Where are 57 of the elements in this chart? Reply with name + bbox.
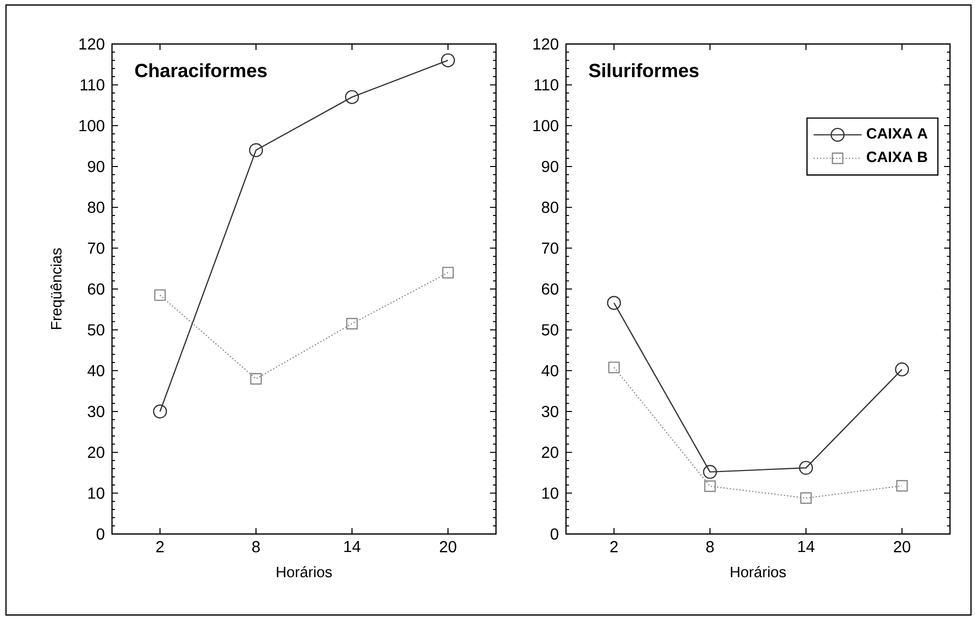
- y-tick-label: 50: [88, 324, 104, 336]
- x-tick-label: 20: [440, 541, 456, 552]
- y-tick-label: 90: [88, 160, 104, 172]
- legend-label: CAIXA B: [866, 152, 928, 162]
- point: [249, 143, 264, 158]
- y-tick-label: 0: [550, 528, 558, 540]
- point: [345, 90, 360, 104]
- x-tick-label: 2: [156, 541, 164, 552]
- y-tick-label: 100: [533, 120, 558, 132]
- y-tick-label: 70: [88, 242, 104, 254]
- point: [441, 53, 455, 68]
- point: [153, 404, 168, 418]
- y-tick-label: 110: [80, 79, 104, 90]
- y-tick-label: 40: [542, 364, 558, 376]
- y-tick-label: 10: [88, 487, 104, 499]
- point: [608, 362, 620, 374]
- point: [896, 480, 908, 492]
- text: Characiformes: [135, 63, 267, 78]
- point: [800, 492, 812, 504]
- x-axis-title: Horários: [730, 566, 786, 578]
- y-tick-label: 120: [79, 38, 104, 50]
- x-tick-label: 2: [610, 541, 618, 552]
- y-tick-label: 70: [542, 242, 558, 254]
- y-tick-label: 60: [88, 283, 104, 295]
- point: [346, 318, 358, 330]
- x-axis-title: Horários: [276, 566, 332, 578]
- x-tick-label: 20: [894, 541, 910, 552]
- y-tick-label: 80: [88, 202, 104, 213]
- point: [442, 266, 454, 278]
- point: [798, 460, 813, 475]
- y-tick-label: 60: [542, 283, 558, 295]
- point: [154, 289, 166, 301]
- y-tick-label: 80: [542, 202, 558, 213]
- y-tick-label: 110: [534, 79, 558, 90]
- y-tick-label: 20: [542, 446, 558, 458]
- y-tick-label: 10: [542, 487, 558, 499]
- point: [250, 373, 262, 385]
- point: [894, 362, 909, 376]
- point: [704, 480, 716, 492]
- x-tick-label: 14: [798, 541, 814, 552]
- y-axis-title: Freqüências: [50, 248, 65, 330]
- y-tick-label: 30: [88, 406, 104, 418]
- point: [703, 464, 717, 479]
- x-tick-label: 14: [344, 541, 360, 552]
- y-tick-label: 100: [79, 120, 104, 132]
- point: [607, 296, 621, 310]
- y-tick-label: 30: [542, 406, 558, 418]
- legend-label: CAIXA A: [866, 128, 928, 139]
- x-tick-label: 8: [252, 541, 260, 552]
- x-tick-label: 8: [706, 541, 714, 552]
- y-tick-label: 50: [542, 324, 558, 336]
- text: Siluriformes: [588, 63, 699, 78]
- y-tick-label: 20: [88, 446, 104, 458]
- y-tick-label: 40: [88, 364, 104, 376]
- y-tick-label: 0: [96, 528, 104, 540]
- y-tick-label: 90: [542, 160, 558, 172]
- y-tick-label: 120: [533, 38, 558, 50]
